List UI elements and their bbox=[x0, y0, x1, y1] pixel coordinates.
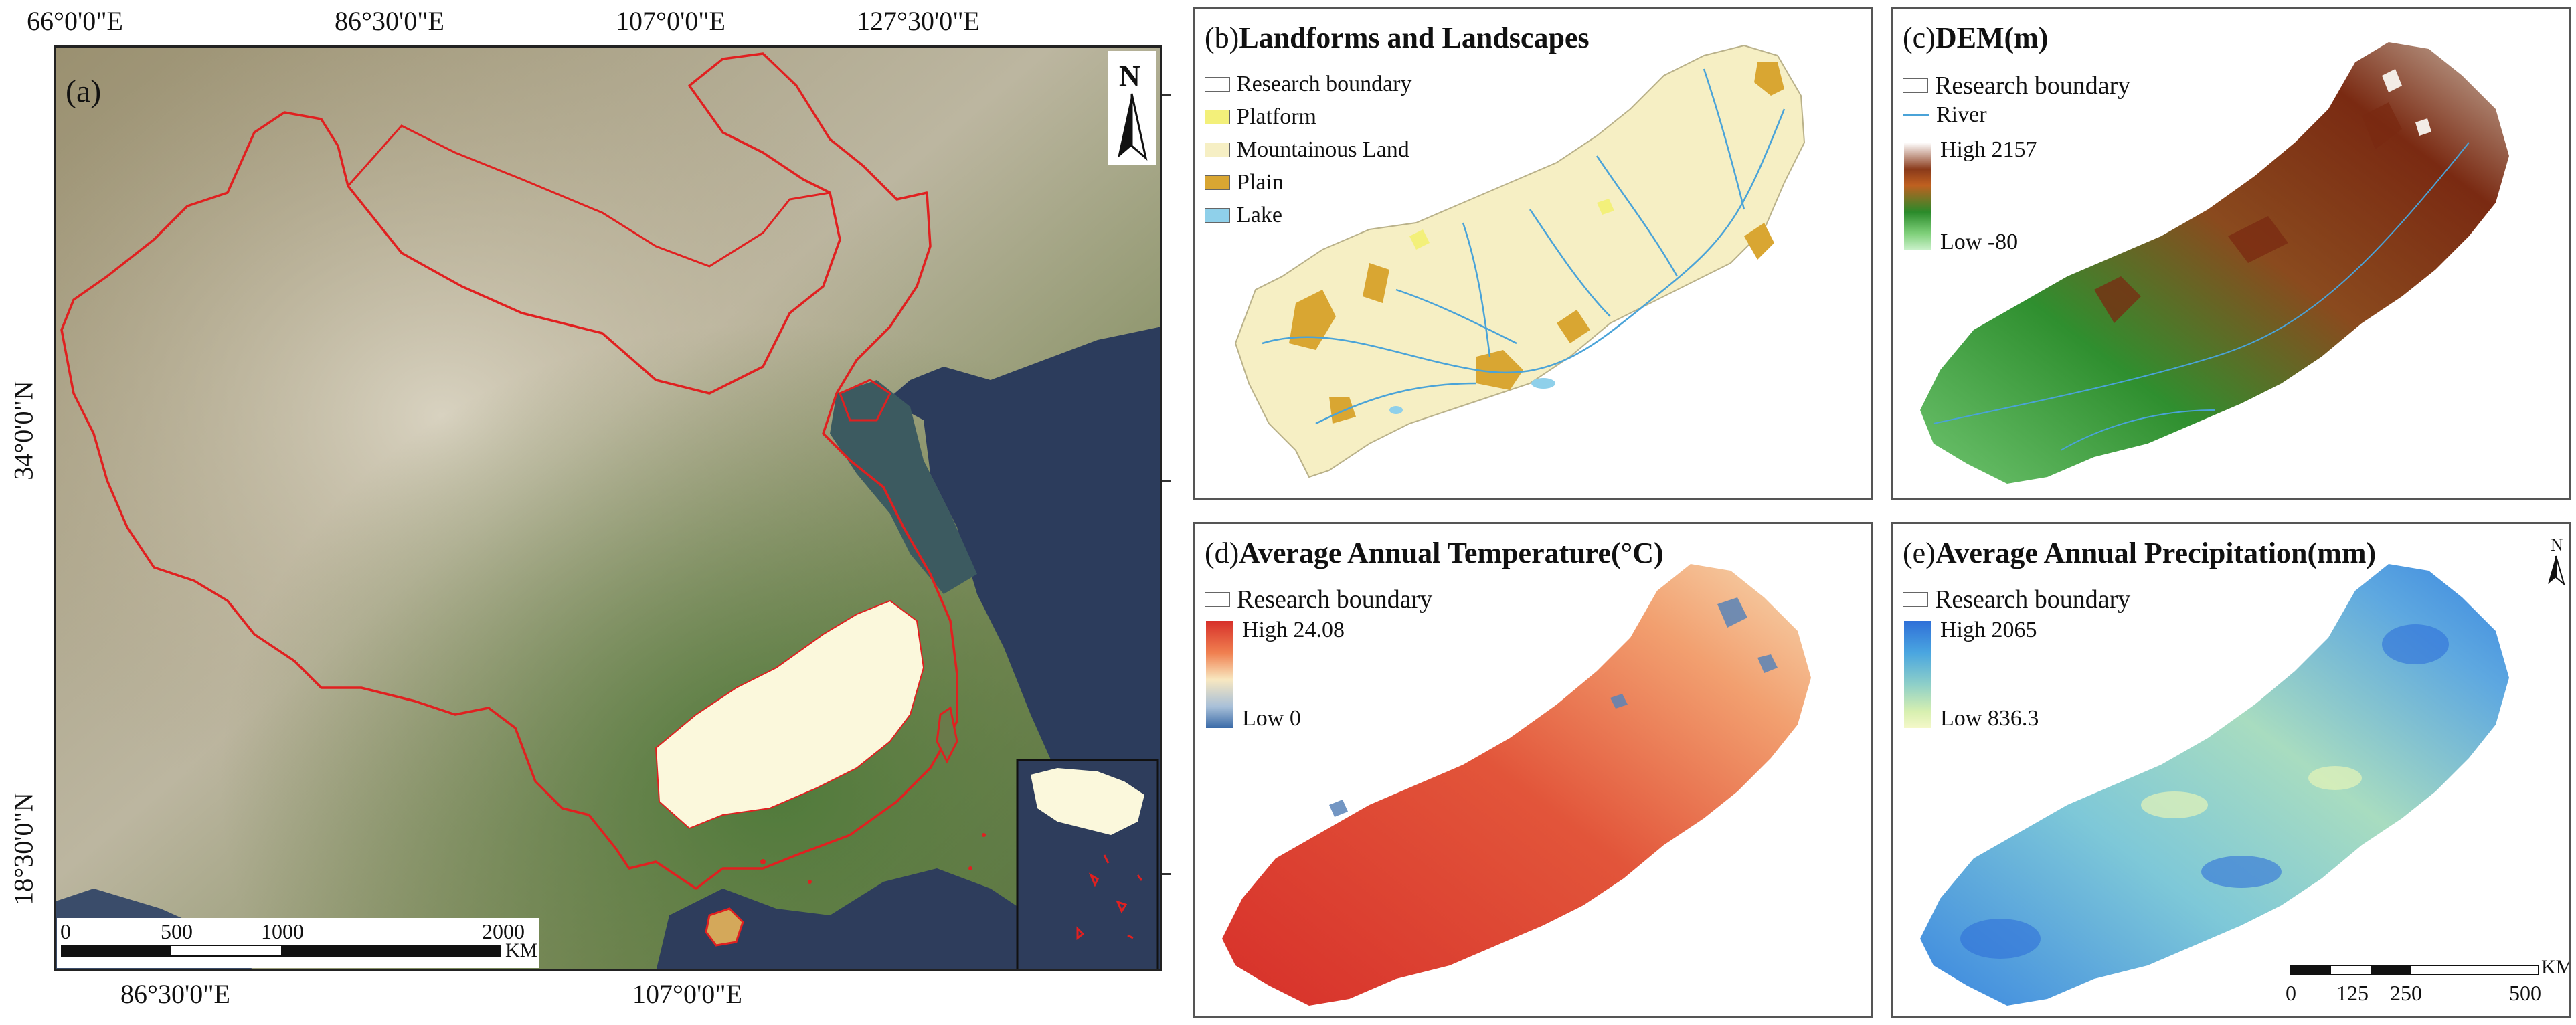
inset-islands bbox=[1076, 854, 1143, 940]
legend-research-boundary-d: Research boundary bbox=[1205, 583, 1432, 616]
legend-plain: Plain bbox=[1205, 166, 1412, 199]
panel-a-label: (a) bbox=[66, 74, 101, 109]
scale-label-2000: 2000 bbox=[482, 919, 525, 943]
legend-research-boundary-c: Research boundary bbox=[1903, 69, 2130, 102]
precipitation-region bbox=[1920, 564, 2509, 1006]
cold-patches bbox=[1329, 597, 1778, 817]
river-line-icon bbox=[1903, 114, 1929, 116]
hainan-island bbox=[705, 907, 744, 947]
swatch-research-boundary bbox=[1205, 76, 1230, 92]
satellite-map: (a) N 0 500 1000 2000 KM bbox=[54, 45, 1162, 971]
swatch-plain bbox=[1205, 175, 1230, 190]
north-arrow-icon: N bbox=[1108, 51, 1156, 165]
panel-c: (c)DEM(m) Research boundary River High 2… bbox=[1891, 7, 2571, 500]
dem-low-label: Low -80 bbox=[1940, 229, 2019, 254]
south-china-sea bbox=[656, 868, 1057, 971]
top-tick-127e: 127°30'0"E bbox=[857, 6, 980, 36]
svg-text:N: N bbox=[1119, 60, 1140, 92]
svg-text:N: N bbox=[2551, 535, 2563, 555]
dem-region bbox=[1920, 42, 2509, 484]
plain-patches bbox=[1289, 62, 1784, 424]
dem-high-label: High 2157 bbox=[1940, 137, 2037, 162]
swatch-boundary-e bbox=[1903, 591, 1928, 607]
swatch-boundary-c bbox=[1903, 78, 1928, 93]
coastal-islands bbox=[760, 833, 986, 884]
scale-label-1000: 1000 bbox=[261, 919, 304, 943]
scale-e-label-250: 250 bbox=[2390, 981, 2422, 1005]
rivers bbox=[1262, 68, 1786, 425]
scale-e-label-500: 500 bbox=[2509, 981, 2541, 1005]
legend-platform: Platform bbox=[1205, 100, 1412, 133]
inset-land bbox=[1031, 768, 1144, 835]
scale-e-label-125: 125 bbox=[2336, 981, 2369, 1005]
taiwan-island bbox=[936, 706, 958, 764]
mongolia-outline bbox=[347, 124, 831, 268]
legend-lake: Lake bbox=[1205, 199, 1412, 231]
legend-mountainous-land: Mountainous Land bbox=[1205, 133, 1412, 166]
right-tick-2 bbox=[1162, 480, 1171, 482]
yellow-sea bbox=[830, 380, 977, 594]
panel-e-title: (e)Average Annual Precipitation(mm) bbox=[1903, 537, 2377, 569]
scale-label-500: 500 bbox=[161, 919, 193, 943]
precipitation-map: N 0 125 250 500 KM bbox=[1920, 535, 2571, 1006]
bottom-tick-86e: 86°30'0"E bbox=[120, 979, 230, 1009]
legend-research-boundary-e: Research boundary bbox=[1903, 583, 2130, 616]
dem-map bbox=[1920, 42, 2509, 484]
right-tick-1 bbox=[1162, 94, 1171, 96]
landform-map bbox=[1234, 44, 1806, 478]
panel-a-scalebar: 0 500 1000 2000 KM bbox=[57, 918, 539, 968]
bottom-tick-107e: 107°0'0"E bbox=[632, 979, 742, 1009]
precip-low-label: Low 836.3 bbox=[1940, 706, 2039, 731]
scale-e-label-0: 0 bbox=[2286, 981, 2296, 1005]
swatch-mountainous-land bbox=[1205, 142, 1230, 157]
china-border bbox=[60, 52, 958, 890]
temperature-map bbox=[1222, 564, 1811, 1006]
panel-c-title: (c)DEM(m) bbox=[1903, 21, 2049, 54]
top-tick-66e: 66°0'0"E bbox=[27, 6, 123, 36]
panel-b-legend: Research boundary Platform Mountainous L… bbox=[1205, 68, 1412, 231]
swatch-platform bbox=[1205, 109, 1230, 124]
bohai-outline bbox=[839, 379, 891, 422]
dem-snowcaps bbox=[2382, 69, 2431, 136]
legend-research-boundary: Research boundary bbox=[1205, 68, 1412, 100]
dem-highlands bbox=[2094, 102, 2402, 323]
platform-patches bbox=[1409, 199, 1614, 250]
temp-low-label: Low 0 bbox=[1242, 706, 1301, 731]
landform-region bbox=[1234, 44, 1806, 478]
dem-rivers bbox=[1933, 142, 2470, 451]
dry-patches bbox=[2141, 766, 2362, 818]
map-frame bbox=[54, 45, 1162, 971]
lakes bbox=[1389, 378, 1555, 414]
panel-e-legend: Research boundary bbox=[1903, 583, 2130, 616]
left-tick-18n: 18°30'0"N bbox=[8, 792, 39, 905]
panel-c-legend: Research boundary River bbox=[1903, 69, 2130, 128]
scale-label-0: 0 bbox=[60, 919, 71, 943]
panel-b: (b)Landforms and Landscapes Research bou… bbox=[1193, 7, 1873, 500]
top-tick-107e: 107°0'0"E bbox=[616, 6, 725, 36]
panel-b-title: (b)Landforms and Landscapes bbox=[1205, 21, 1590, 54]
swatch-lake bbox=[1205, 207, 1230, 223]
top-tick-86e: 86°30'0"E bbox=[335, 6, 444, 36]
study-area bbox=[655, 599, 925, 830]
panel-d-legend: Research boundary bbox=[1205, 583, 1432, 616]
left-tick-34n: 34°0'0"N bbox=[8, 381, 39, 480]
temperature-color-ramp bbox=[1206, 621, 1233, 728]
dem-color-ramp bbox=[1904, 143, 1931, 250]
panel-e: (e)Average Annual Precipitation(mm) Rese… bbox=[1891, 522, 2571, 1018]
right-tick-3 bbox=[1162, 873, 1171, 875]
scale-e-unit: KM bbox=[2541, 956, 2571, 978]
temp-high-label: High 24.08 bbox=[1242, 618, 1345, 642]
precip-high-label: High 2065 bbox=[1940, 618, 2037, 642]
swatch-boundary-d bbox=[1205, 591, 1230, 607]
north-arrow-e-icon: N bbox=[2548, 535, 2565, 586]
scale-unit: KM bbox=[505, 939, 537, 961]
wet-patches bbox=[1960, 624, 2449, 959]
panel-e-scalebar: 0 125 250 500 KM bbox=[2286, 956, 2571, 1005]
panel-d-title: (d)Average Annual Temperature(°C) bbox=[1205, 537, 1664, 569]
precipitation-color-ramp bbox=[1904, 621, 1931, 728]
legend-river: River bbox=[1903, 102, 2130, 128]
panel-d: (d)Average Annual Temperature(°C) Resear… bbox=[1193, 522, 1873, 1018]
temperature-region bbox=[1222, 564, 1811, 1006]
